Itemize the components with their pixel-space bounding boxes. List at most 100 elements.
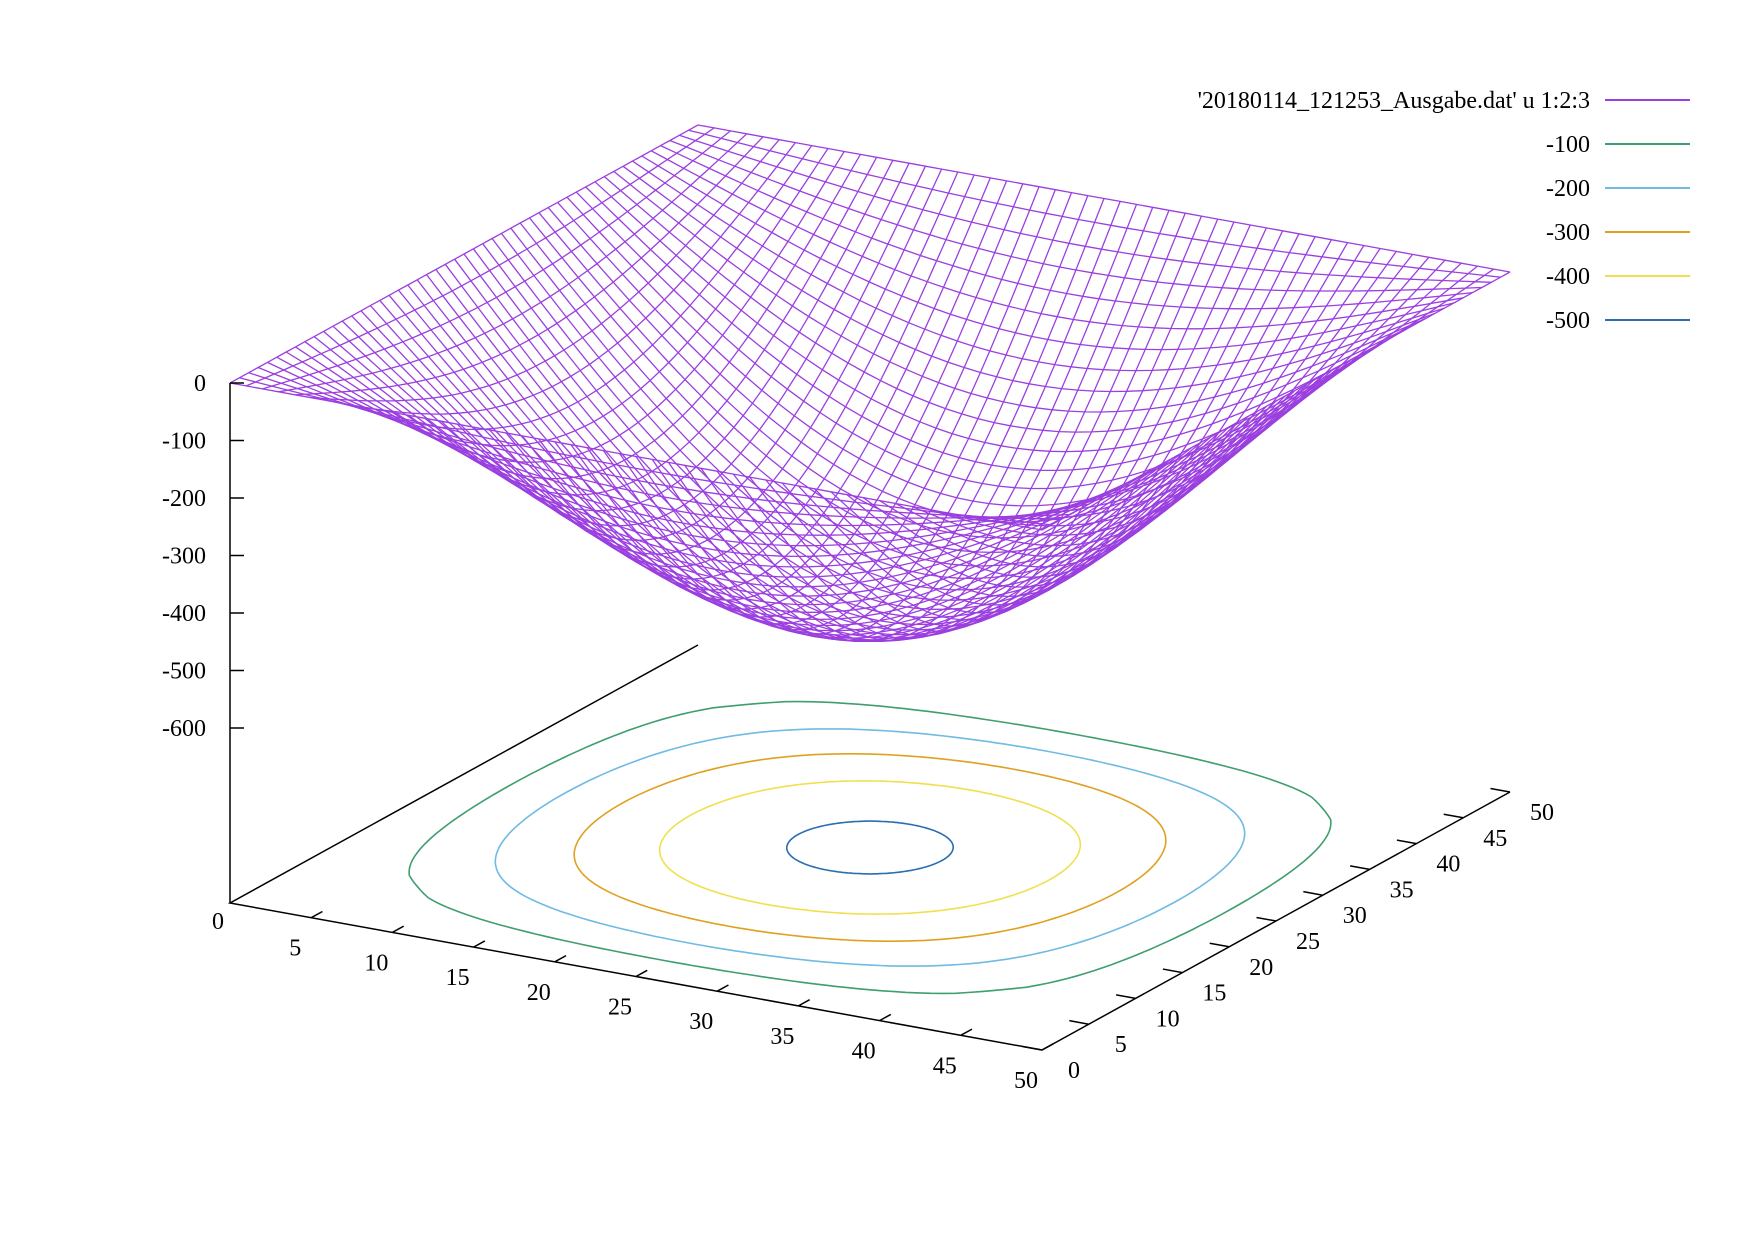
z-tick-label: -100 (162, 429, 206, 455)
y-tick (1209, 942, 1230, 948)
surface-line (570, 186, 1040, 618)
surface-line (343, 145, 813, 431)
surface-line (521, 177, 991, 591)
surface-line (765, 221, 1235, 627)
surface-line (688, 129, 1501, 278)
surface-line (619, 195, 1089, 635)
surface-line (375, 151, 845, 463)
surface-line (830, 233, 1300, 598)
y-tick-label: 40 (1436, 852, 1460, 878)
z-tick-label: -300 (162, 544, 206, 570)
surface-line (679, 134, 1492, 283)
surface-line (1025, 268, 1495, 528)
surface-line (239, 377, 1052, 526)
origin-label: 0 (212, 909, 224, 935)
surface-line (716, 212, 1186, 640)
y-tick (1069, 1019, 1089, 1025)
legend-label: -500 (1546, 308, 1590, 334)
x-tick-label: 10 (364, 950, 388, 976)
y-axis: 0 5 10 15 20 25 30 35 40 45 50 (1022, 787, 1554, 1084)
y-tick-label: 35 (1390, 877, 1414, 903)
surface-line (489, 171, 959, 568)
x-tick (473, 940, 486, 948)
x-tick (392, 925, 404, 934)
x-tick (635, 969, 648, 978)
y-tick-label: 45 (1483, 826, 1507, 852)
y-tick (1022, 1045, 1043, 1051)
y-tick-label: 50 (1530, 800, 1554, 826)
y-tick (1115, 994, 1136, 1000)
surface-line (547, 207, 1361, 539)
surface-line (262, 130, 731, 390)
surface-line (944, 253, 1414, 527)
surface-line (911, 248, 1381, 547)
surface-line (473, 168, 943, 555)
y-tick-label: 0 (1068, 1058, 1080, 1084)
x-tick-label: 40 (852, 1039, 876, 1065)
y-tick (1256, 916, 1277, 922)
contour-line (494, 728, 1246, 967)
x-tick (879, 1013, 892, 1022)
y-tick-label: 20 (1249, 955, 1273, 981)
x-tick (554, 954, 567, 963)
x-tick-label: 30 (689, 1009, 713, 1035)
y-tick (1443, 813, 1464, 819)
surface-line (928, 251, 1397, 536)
legend-label: -300 (1546, 220, 1590, 246)
x-tick-label: 15 (446, 965, 470, 991)
y-tick-label: 25 (1296, 929, 1320, 955)
surface-line (463, 253, 1277, 631)
surface-line (359, 148, 829, 447)
y-tick-label: 15 (1202, 981, 1226, 1007)
surface-line (276, 356, 1089, 536)
surface-line (313, 336, 1127, 578)
x-tick (310, 910, 323, 919)
contour-line (658, 780, 1082, 915)
surface-line (538, 180, 1008, 601)
legend-label: '20180114_121253_Ausgabe.dat' u 1:2:3 (1198, 88, 1590, 114)
surface-line (456, 165, 926, 541)
surface-line (575, 191, 1389, 490)
surface-line (294, 136, 764, 396)
surface-line (976, 259, 1446, 519)
y-tick (1349, 865, 1370, 871)
surface-line (311, 139, 780, 402)
legend-label: -100 (1546, 132, 1590, 158)
x-tick-label: 45 (933, 1053, 957, 1079)
surface-line (505, 174, 975, 580)
x-axis: 5 10 15 20 25 30 35 40 45 50 0 (212, 909, 1054, 1094)
surface-line (732, 215, 1203, 636)
surface-line (379, 299, 1193, 632)
contour-layer (408, 700, 1332, 995)
y-tick-label: 10 (1156, 1006, 1180, 1032)
x-tick (798, 999, 810, 1007)
surface-line (797, 227, 1267, 614)
surface-line (700, 210, 1170, 642)
surface-line (444, 263, 1258, 639)
surface-line (229, 124, 699, 384)
surface-line (245, 127, 715, 387)
x-tick (960, 1028, 973, 1036)
surface-line (304, 341, 1118, 568)
y-tick-label: 5 (1115, 1032, 1127, 1058)
legend-label: -200 (1546, 176, 1590, 202)
surface-line (846, 236, 1316, 588)
surface-line (472, 248, 1286, 625)
x-tick-label: 5 (289, 936, 301, 962)
z-axis: 0 -100 -200 -300 -400 -500 -600 (162, 371, 244, 903)
y-tick (1396, 839, 1417, 845)
x-tick (716, 984, 729, 992)
surface-line (332, 325, 1146, 597)
z-tick-label: 0 (194, 371, 206, 397)
surface-line (814, 230, 1284, 606)
y-tick (1303, 890, 1323, 896)
y-tick-label: 30 (1343, 903, 1367, 929)
surface-mesh (229, 124, 1511, 643)
surface-line (879, 242, 1349, 568)
legend: '20180114_121253_Ausgabe.dat' u 1:2:3 -10… (1198, 88, 1690, 334)
surface-line (392, 154, 861, 480)
contour-line (408, 700, 1332, 995)
surface-line (440, 162, 910, 527)
surface-line (993, 262, 1462, 522)
surface-line (424, 159, 894, 512)
